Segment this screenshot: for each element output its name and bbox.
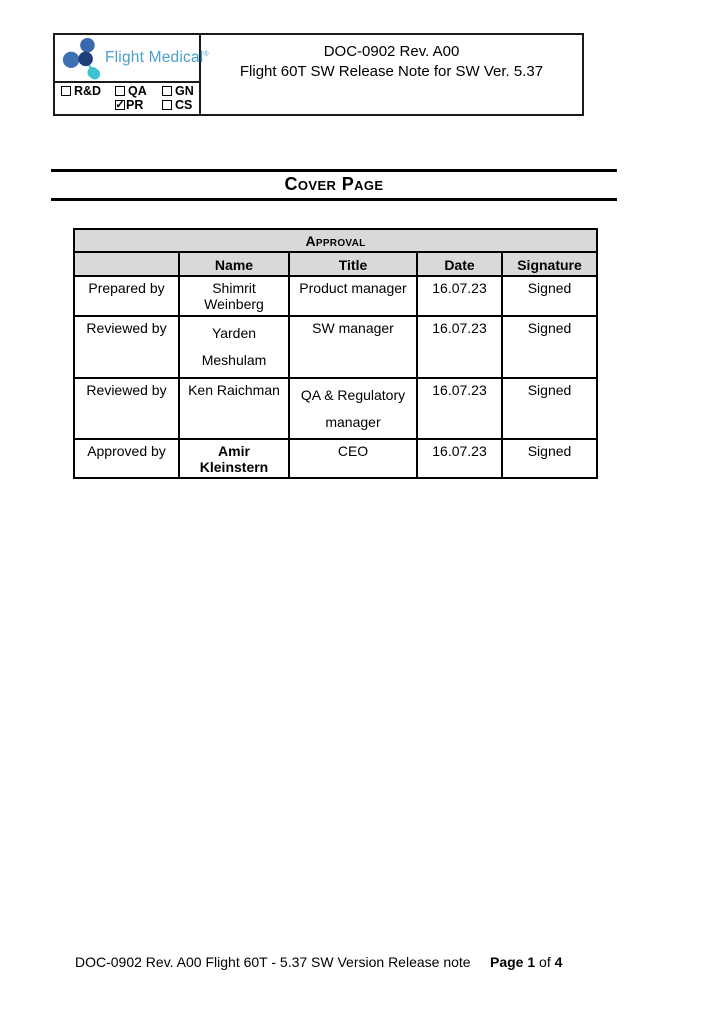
company-logo: Flight Medical® [55,35,209,83]
checkbox-rd-box [61,86,71,96]
signature-cell: Signed [500,376,599,441]
checkbox-gn-label: GN [175,84,194,98]
page-number: 1 [527,954,536,970]
date-cell: 16.07.23 [416,438,503,480]
section-title-banner: Cover Page [51,169,617,201]
checkbox-gn: GN [162,84,203,98]
checkbox-cs: CS [162,98,203,112]
checkbox-qa-box [115,86,125,96]
role-cell: Prepared by [73,275,180,317]
approval-table: Approval Name Title Date Signature Prepa… [72,228,599,480]
signature-cell: Signed [500,315,599,379]
flight-medical-logo-icon [62,38,101,80]
signature-cell: Signed [500,438,599,480]
table-row: Approved by Amir Kleinstern CEO 16.07.23… [73,438,599,480]
header-left-cell: Flight Medical® R&D QA GN ✓ PR [55,35,209,114]
table-row: Reviewed by Yarden Meshulam SW manager 1… [73,315,599,379]
checkbox-cs-label: CS [175,98,193,112]
brand-name: Flight Medical® [105,49,209,66]
section-title: Cover Page [284,174,384,194]
role-cell: Approved by [73,438,180,480]
checkbox-qa-label: QA [128,84,147,98]
column-header-name: Name [178,251,290,277]
approval-table-caption-row: Approval [72,228,599,253]
page-label: Page [490,954,524,970]
checkbox-rd: R&D [61,84,115,98]
checkbox-pr-box checked: ✓ [115,99,125,111]
document-header: Flight Medical® R&D QA GN ✓ PR [53,33,584,116]
document-title: Flight 60T SW Release Note for SW Ver. 5… [239,63,544,80]
table-row: Prepared by Shimrit Weinberg Product man… [73,275,599,317]
role-cell: Reviewed by [73,315,180,379]
checkbox-pr-label: PR [126,98,144,112]
department-checkboxes: R&D QA GN ✓ PR CS [55,83,199,114]
page-indicator: Page 1 of 4 [490,954,562,970]
name-cell: Shimrit Weinberg [178,275,290,317]
of-label: of [539,954,551,970]
signature-cell: Signed [500,275,599,317]
name-cell: Ken Raichman [178,376,290,441]
footer-document-reference: DOC-0902 Rev. A00 Flight 60T - 5.37 SW V… [75,954,471,970]
name-cell: Amir Kleinstern [178,438,290,480]
title-cell: CEO [288,438,418,480]
date-cell: 16.07.23 [416,376,503,441]
approval-table-title: Approval [72,228,599,253]
checkbox-qa: QA [115,84,162,98]
title-cell: Product manager [288,275,418,317]
column-header-title: Title [288,251,418,277]
document-title-block: DOC-0902 Rev. A00 Flight 60T SW Release … [201,35,582,114]
document-code: DOC-0902 Rev. A00 [323,43,460,60]
name-cell: Yarden Meshulam [178,315,290,379]
page-total: 4 [554,954,563,970]
checkbox-gn-box [162,86,172,96]
date-cell: 16.07.23 [416,315,503,379]
page-footer: DOC-0902 Rev. A00 Flight 60T - 5.37 SW V… [75,954,675,970]
date-cell: 16.07.23 [416,275,503,317]
registered-trademark: ® [203,50,209,58]
title-cell: SW manager [288,315,418,379]
column-header-signature: Signature [500,251,599,277]
role-cell: Reviewed by [73,376,180,441]
table-row: Reviewed by Ken Raichman QA & Regulatory… [73,376,599,441]
checkbox-cs-box [162,100,172,110]
checkbox-rd-label: R&D [74,84,102,98]
column-header-date: Date [416,251,503,277]
approval-table-header-row: Name Title Date Signature [73,251,599,277]
checkbox-pr: ✓ PR [115,98,162,112]
column-header-role [73,251,180,277]
title-cell: QA & Regulatory manager [288,376,418,441]
